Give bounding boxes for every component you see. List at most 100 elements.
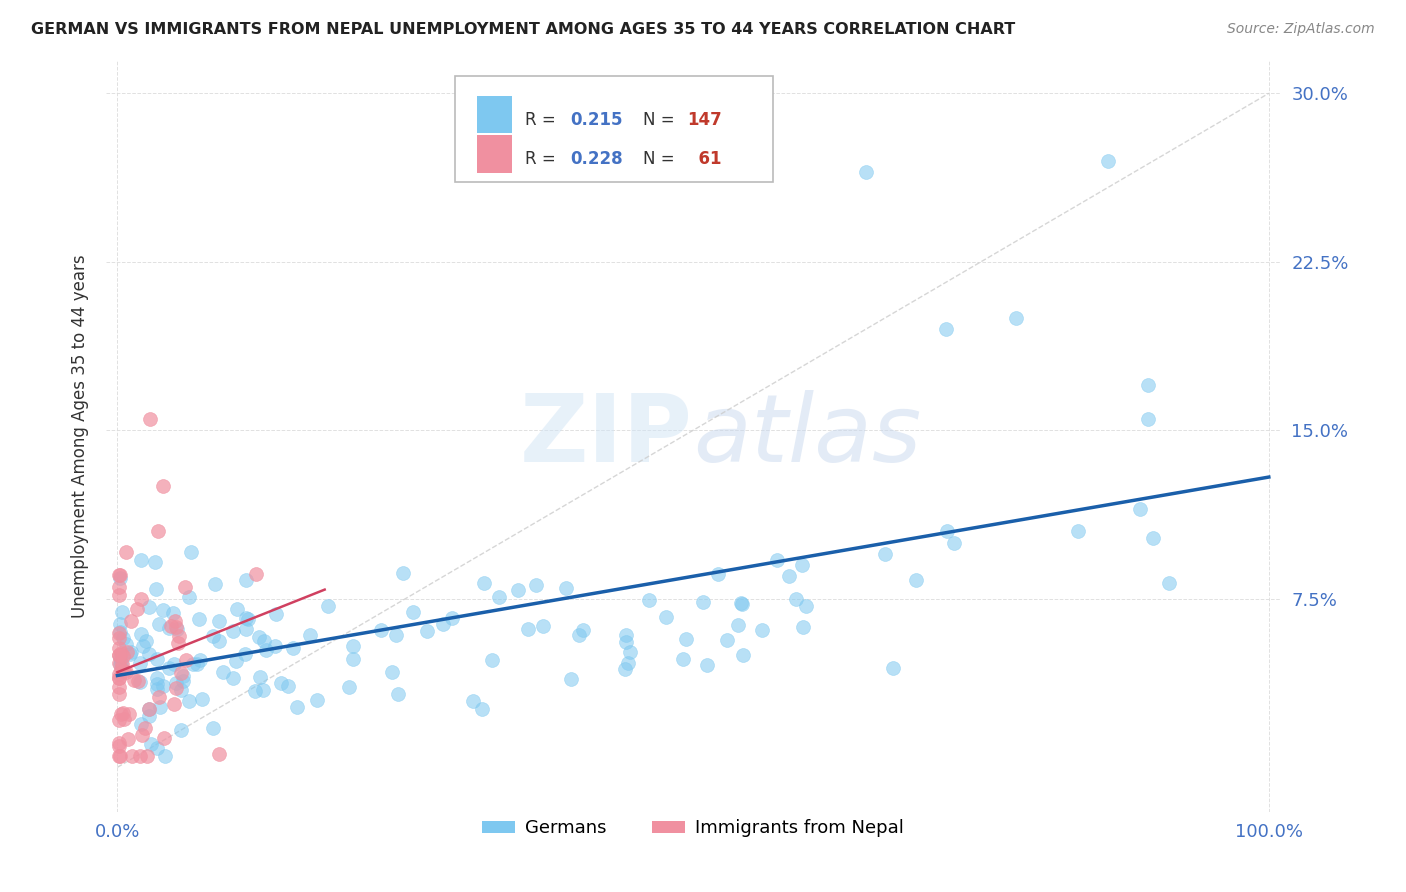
Point <box>785 592 807 607</box>
Point <box>165 620 187 634</box>
Point <box>107 580 129 594</box>
Point <box>129 553 152 567</box>
Point <box>751 623 773 637</box>
Point <box>110 646 132 660</box>
Point <box>672 652 695 666</box>
Point <box>285 699 308 714</box>
Text: N =: N = <box>643 111 679 128</box>
Legend: Germans, Immigrants from Nepal: Germans, Immigrants from Nepal <box>475 812 911 845</box>
Point <box>107 739 129 754</box>
Text: 0.215: 0.215 <box>569 111 623 128</box>
Point <box>416 624 439 639</box>
Point <box>508 582 530 597</box>
Point <box>120 614 142 628</box>
Point <box>204 577 226 591</box>
Point <box>177 694 200 708</box>
Point <box>696 657 718 672</box>
Point <box>731 597 754 611</box>
Point <box>163 697 186 711</box>
Point <box>222 624 245 639</box>
Point <box>730 597 752 611</box>
Point <box>160 619 183 633</box>
Point <box>614 628 637 642</box>
Point <box>226 601 249 615</box>
Point <box>170 665 193 680</box>
Point <box>152 603 174 617</box>
Point <box>107 568 129 582</box>
Point <box>201 629 224 643</box>
Point <box>107 687 129 701</box>
Point <box>554 581 576 595</box>
Point <box>692 595 714 609</box>
Point <box>117 732 139 747</box>
Point <box>170 683 193 698</box>
Point <box>112 664 135 678</box>
Point <box>440 610 463 624</box>
Point <box>148 617 170 632</box>
Point <box>249 670 271 684</box>
Point <box>157 621 180 635</box>
Point <box>337 680 360 694</box>
Point <box>118 647 141 661</box>
Point <box>110 707 132 722</box>
Point <box>731 648 754 662</box>
Point <box>108 571 131 585</box>
Point <box>264 607 287 622</box>
Point <box>766 553 789 567</box>
Point <box>108 651 131 665</box>
Point <box>165 681 187 696</box>
Point <box>169 723 191 737</box>
Point <box>381 665 404 680</box>
Point <box>145 677 167 691</box>
Point <box>131 728 153 742</box>
Point <box>172 669 194 683</box>
Point <box>792 620 814 634</box>
Point <box>277 680 299 694</box>
Point <box>342 640 364 654</box>
FancyBboxPatch shape <box>477 95 512 133</box>
Point <box>181 657 204 671</box>
Point <box>283 641 305 656</box>
Point <box>531 619 554 633</box>
Point <box>138 701 160 715</box>
Point <box>166 623 188 637</box>
Text: GERMAN VS IMMIGRANTS FROM NEPAL UNEMPLOYMENT AMONG AGES 35 TO 44 YEARS CORRELATI: GERMAN VS IMMIGRANTS FROM NEPAL UNEMPLOY… <box>31 22 1015 37</box>
Point <box>111 605 134 619</box>
Point <box>120 644 142 658</box>
Point <box>638 592 661 607</box>
Point <box>202 721 225 735</box>
Point <box>855 165 877 179</box>
Point <box>245 566 267 581</box>
Point <box>108 624 131 639</box>
Point <box>208 614 231 628</box>
Point <box>524 578 547 592</box>
Point <box>943 535 966 549</box>
Point <box>655 610 678 624</box>
Point <box>165 614 187 628</box>
Point <box>264 639 287 653</box>
Point <box>129 656 152 670</box>
Point <box>146 651 169 665</box>
Point <box>572 624 595 638</box>
Point <box>129 717 152 731</box>
Point <box>1159 576 1181 591</box>
Point <box>114 545 136 559</box>
Point <box>115 665 138 680</box>
Point <box>1004 310 1026 325</box>
Point <box>112 649 135 664</box>
Point <box>488 590 510 604</box>
Point <box>145 671 167 685</box>
Point <box>107 648 129 662</box>
Point <box>222 671 245 685</box>
Point <box>148 690 170 704</box>
Point <box>270 675 292 690</box>
Point <box>108 749 131 764</box>
Point <box>110 657 132 671</box>
Point <box>707 566 730 581</box>
Point <box>307 692 329 706</box>
Point <box>208 634 231 648</box>
Point <box>152 479 174 493</box>
FancyBboxPatch shape <box>454 76 773 182</box>
Point <box>432 616 454 631</box>
Point <box>873 547 896 561</box>
